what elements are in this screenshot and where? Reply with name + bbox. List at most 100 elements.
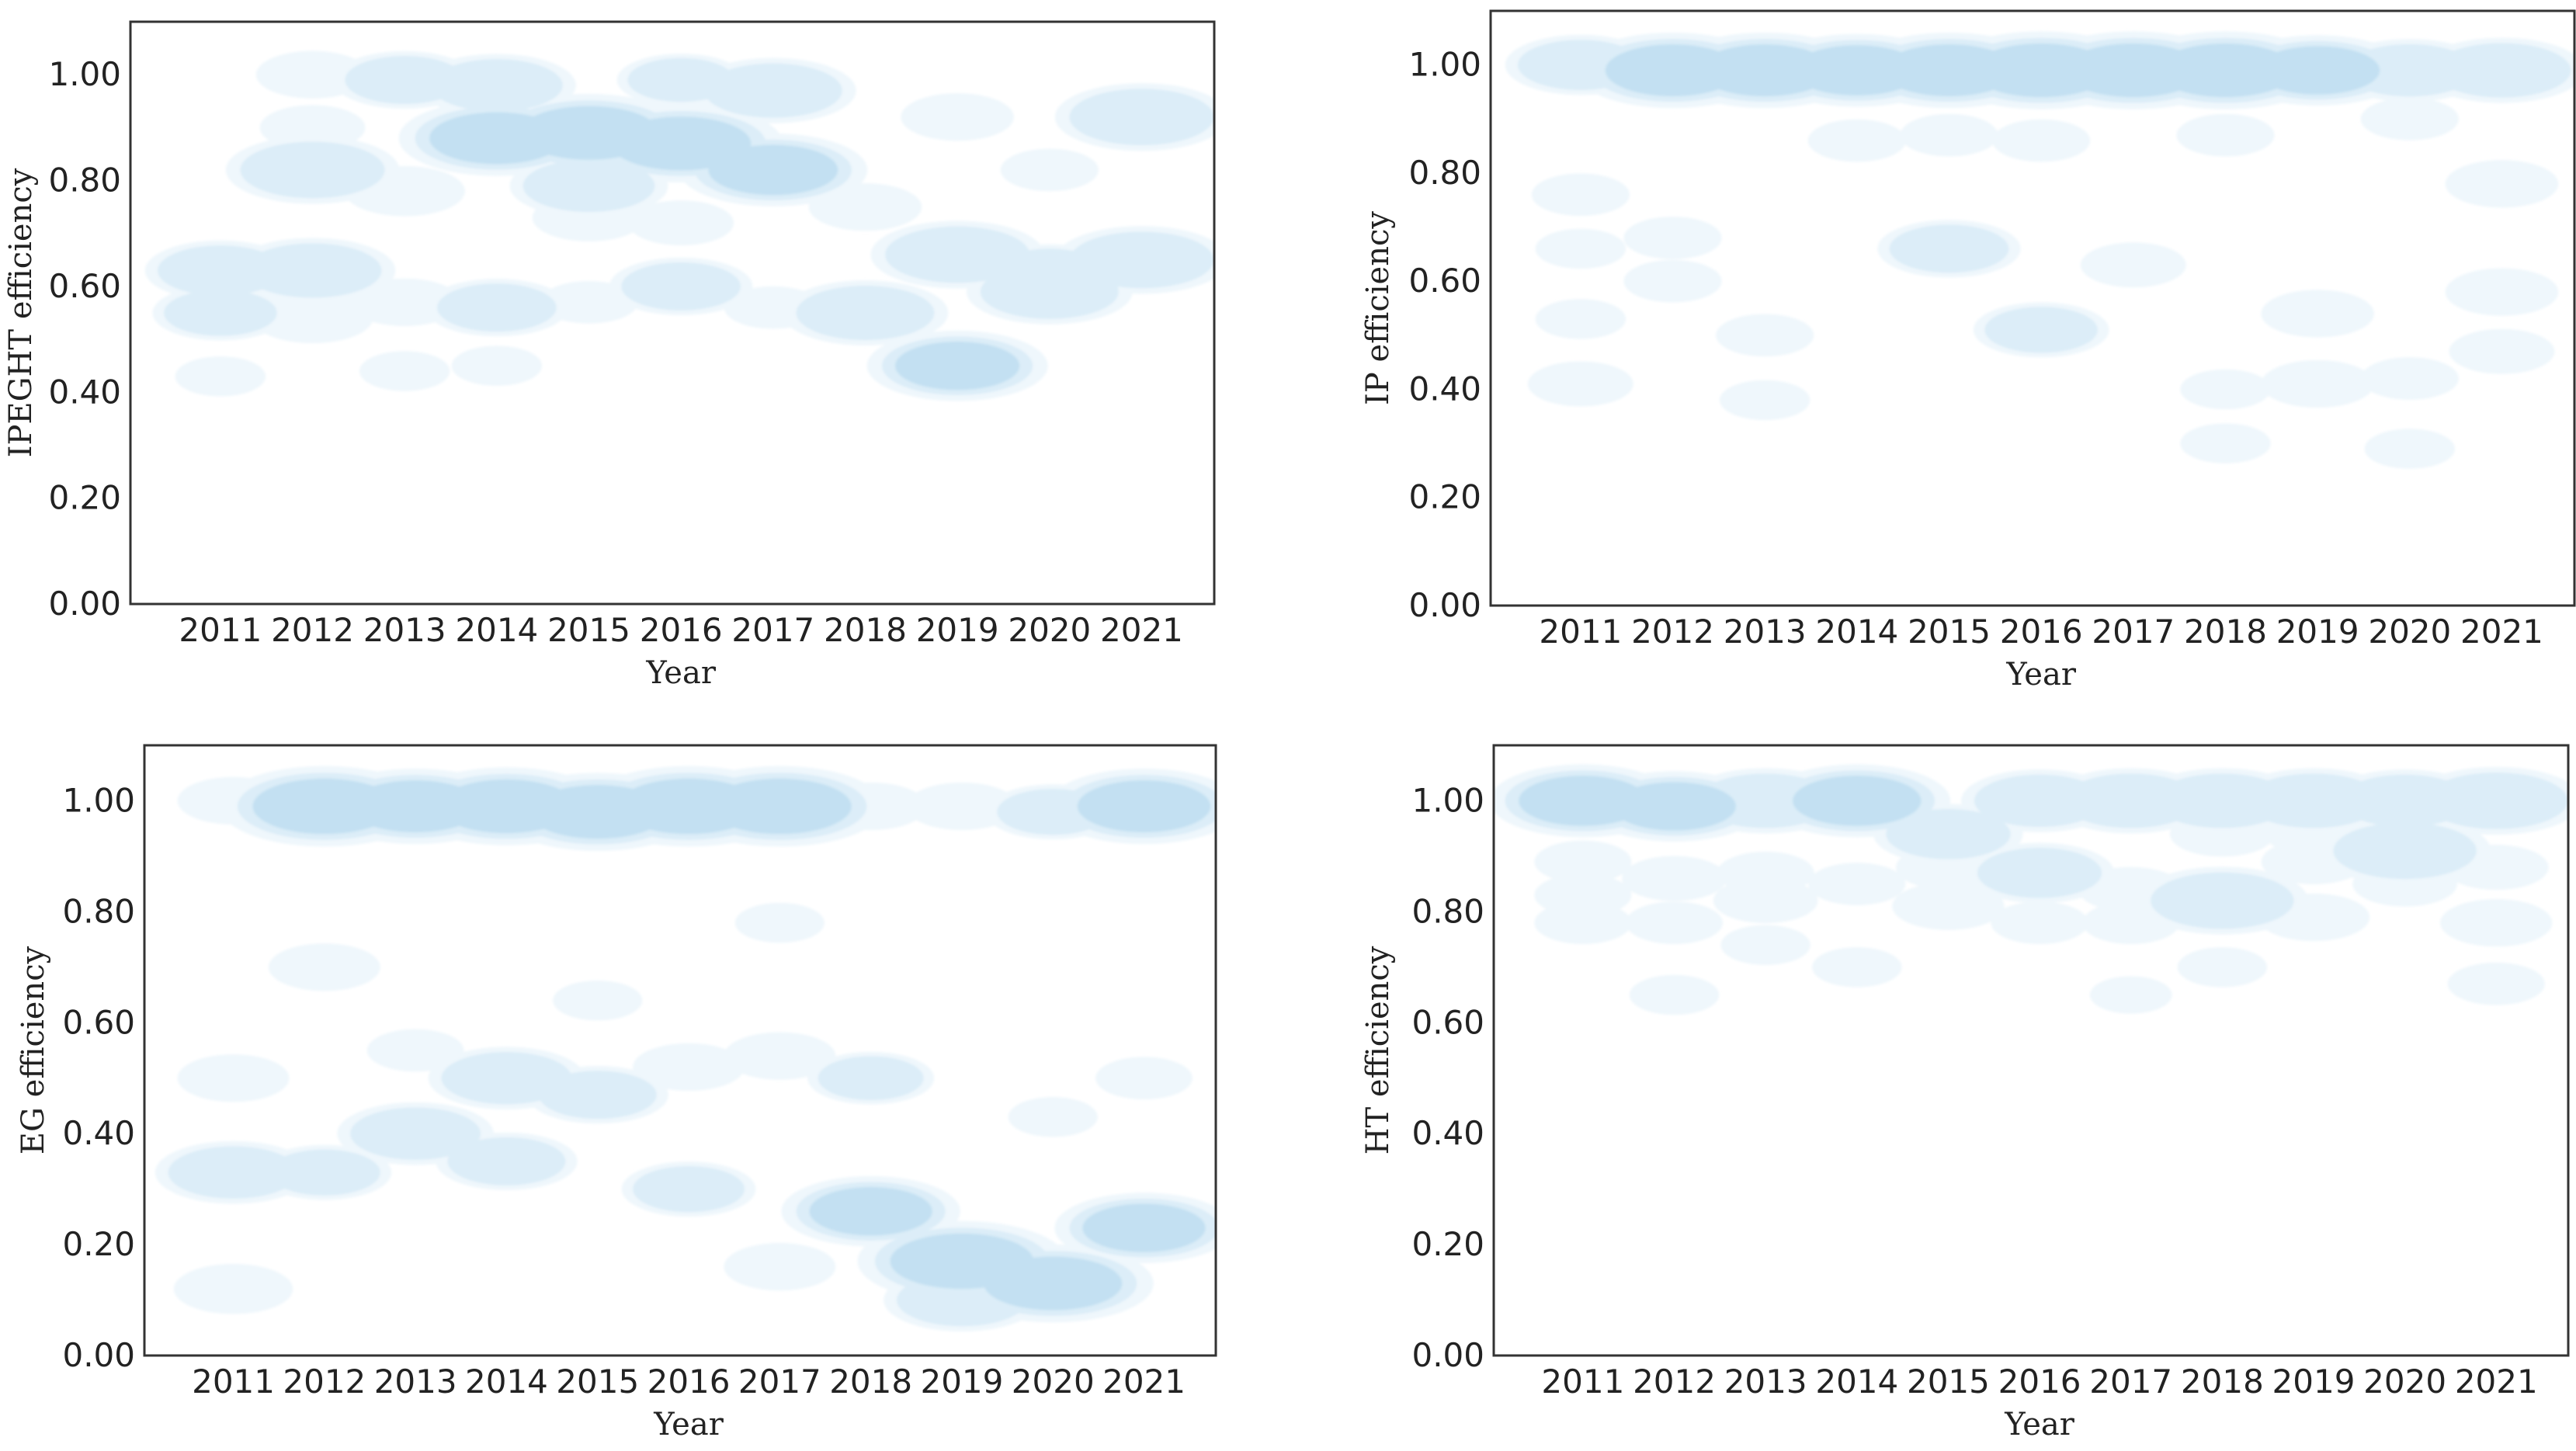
y-tick-label: 0.40 <box>1411 1114 1484 1152</box>
x-tick-label: 2015 <box>1908 613 1991 651</box>
y-tick-label: 0.20 <box>48 479 121 517</box>
x-tick-label: 2021 <box>2460 613 2543 651</box>
x-tick-label: 2014 <box>455 611 538 649</box>
density-contour <box>1886 808 2011 859</box>
y-tick-label: 0.20 <box>1408 478 1481 516</box>
x-tick-label: 2020 <box>2363 1362 2446 1401</box>
x-tick-label: 2013 <box>374 1362 457 1401</box>
density-contour <box>1535 228 1626 269</box>
density-contour <box>1900 113 1998 157</box>
density-contour <box>1629 974 1720 1015</box>
y-axis-label: EG efficiency <box>16 946 51 1154</box>
density-contour <box>2449 328 2555 374</box>
y-tick-labels: 0.00 0.20 0.40 0.60 0.80 1.00 <box>62 781 135 1374</box>
density-contour <box>2261 359 2374 408</box>
density-contour <box>628 200 734 246</box>
x-tick-label: 2020 <box>2368 613 2451 651</box>
density-contour <box>268 943 380 991</box>
x-tick-labels: 2011 2012 2013 2014 2015 2016 2017 2018 2019 2020… <box>192 1362 1186 1401</box>
plot-frame <box>1492 744 2570 1357</box>
density-contour <box>1892 882 2005 930</box>
y-tick-label: 0.00 <box>1408 586 1481 624</box>
y-axis-label: HT efficiency <box>1360 946 1396 1154</box>
density-contour <box>2155 43 2296 98</box>
density-contour <box>252 293 373 344</box>
y-tick-label: 0.40 <box>1408 370 1481 408</box>
panel-eg: 0.000.200.400.600.801.00 2011 2012 2013 201… <box>16 744 1217 1442</box>
x-tick-label: 2011 <box>192 1362 275 1401</box>
plot-frame <box>1489 9 2576 607</box>
density-contour <box>2445 268 2559 316</box>
density-contour <box>1531 173 1630 217</box>
density-contour <box>809 1187 932 1236</box>
density-contour <box>633 1166 745 1213</box>
density-contour <box>1000 148 1099 192</box>
density-contour <box>1534 840 1632 883</box>
x-tick-label: 2012 <box>1631 613 1714 651</box>
x-tick-label: 2018 <box>824 611 907 649</box>
y-tick-label: 0.80 <box>48 161 121 200</box>
panel-ip: 0.000.200.400.600.801.00 2011 2012 2013 201… <box>1360 9 2576 693</box>
x-tick-label: 2015 <box>556 1362 639 1401</box>
y-tick-label: 0.60 <box>1411 1003 1484 1041</box>
x-tick-label: 2013 <box>1724 1362 1807 1401</box>
density-contour <box>1717 851 1814 894</box>
x-axis-label: Year <box>645 655 716 691</box>
density-contour <box>724 1243 836 1291</box>
density-contour <box>168 1146 299 1199</box>
density-field <box>1505 31 2574 469</box>
density-contour <box>268 1149 380 1196</box>
density-contour <box>366 1029 464 1072</box>
density-contour <box>522 159 655 213</box>
x-tick-label: 2012 <box>283 1362 366 1401</box>
density-contour <box>1613 782 1736 831</box>
density-field <box>1494 764 2568 1015</box>
density-contour <box>441 1051 572 1105</box>
density-contour <box>1077 780 1211 833</box>
panel-ht: 0.000.200.400.600.801.00 2011 2012 2013 201… <box>1360 744 2570 1442</box>
density-contour <box>538 1071 657 1119</box>
density-contour <box>259 105 366 151</box>
density-contour <box>808 182 922 231</box>
density-contour <box>1812 947 1902 988</box>
x-axis-label: Year <box>2004 1407 2074 1442</box>
density-contour <box>436 283 557 332</box>
x-tick-label: 2020 <box>1008 611 1091 649</box>
density-contour <box>1082 1203 1206 1252</box>
density-contour <box>164 290 277 336</box>
density-contour <box>1716 314 1814 357</box>
density-contour <box>1095 1057 1193 1100</box>
x-tick-label: 2019 <box>920 1362 1003 1401</box>
density-contour <box>1519 776 1647 826</box>
density-contour <box>1977 847 2102 898</box>
y-tick-labels: 0.00 0.20 0.40 0.60 0.80 1.00 <box>48 55 121 623</box>
density-contour <box>2244 773 2383 828</box>
x-axis-label: Year <box>2005 657 2076 693</box>
x-tick-label: 2011 <box>1539 613 1622 651</box>
x-tick-label: 2017 <box>738 1362 821 1401</box>
density-contour <box>703 63 842 118</box>
x-tick-label: 2012 <box>271 611 354 649</box>
x-tick-label: 2016 <box>647 1362 731 1401</box>
density-contour <box>1984 307 2099 353</box>
x-tick-label: 2021 <box>2455 1362 2538 1401</box>
y-axis-label: IPEGHT efficiency <box>3 168 39 457</box>
density-contour <box>1534 901 1632 945</box>
x-tick-label: 2014 <box>1815 1362 1898 1401</box>
density-contour <box>2445 160 2559 208</box>
density-contour <box>2177 947 2268 988</box>
density-contour <box>1889 224 2009 273</box>
y-tick-label: 0.80 <box>1408 154 1481 192</box>
density-contour <box>2447 962 2545 1005</box>
y-tick-label: 0.20 <box>1411 1225 1484 1263</box>
x-tick-label: 2016 <box>2000 613 2083 651</box>
density-contour <box>240 141 385 199</box>
x-tick-label: 2013 <box>363 611 446 649</box>
density-contour <box>984 1256 1123 1310</box>
x-tick-label: 2019 <box>916 611 999 649</box>
density-contour <box>734 902 825 943</box>
density-contour <box>621 262 741 311</box>
density-contour <box>359 351 450 391</box>
density-contour <box>1697 44 1832 97</box>
